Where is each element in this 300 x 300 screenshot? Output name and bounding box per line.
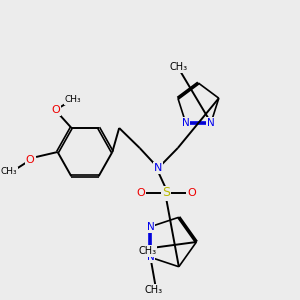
Text: N: N [146,222,154,232]
Text: N: N [146,252,154,262]
Text: CH₃: CH₃ [65,95,82,104]
Text: CH₃: CH₃ [144,285,162,295]
Text: CH₃: CH₃ [0,167,17,176]
Text: O: O [136,188,145,198]
Text: N: N [207,118,215,128]
Text: O: O [51,105,60,115]
Text: CH₃: CH₃ [139,246,157,256]
Text: N: N [154,163,163,173]
Text: S: S [162,187,170,200]
Text: N: N [182,118,190,128]
Text: CH₃: CH₃ [170,62,188,72]
Text: O: O [187,188,196,198]
Text: O: O [26,155,34,165]
